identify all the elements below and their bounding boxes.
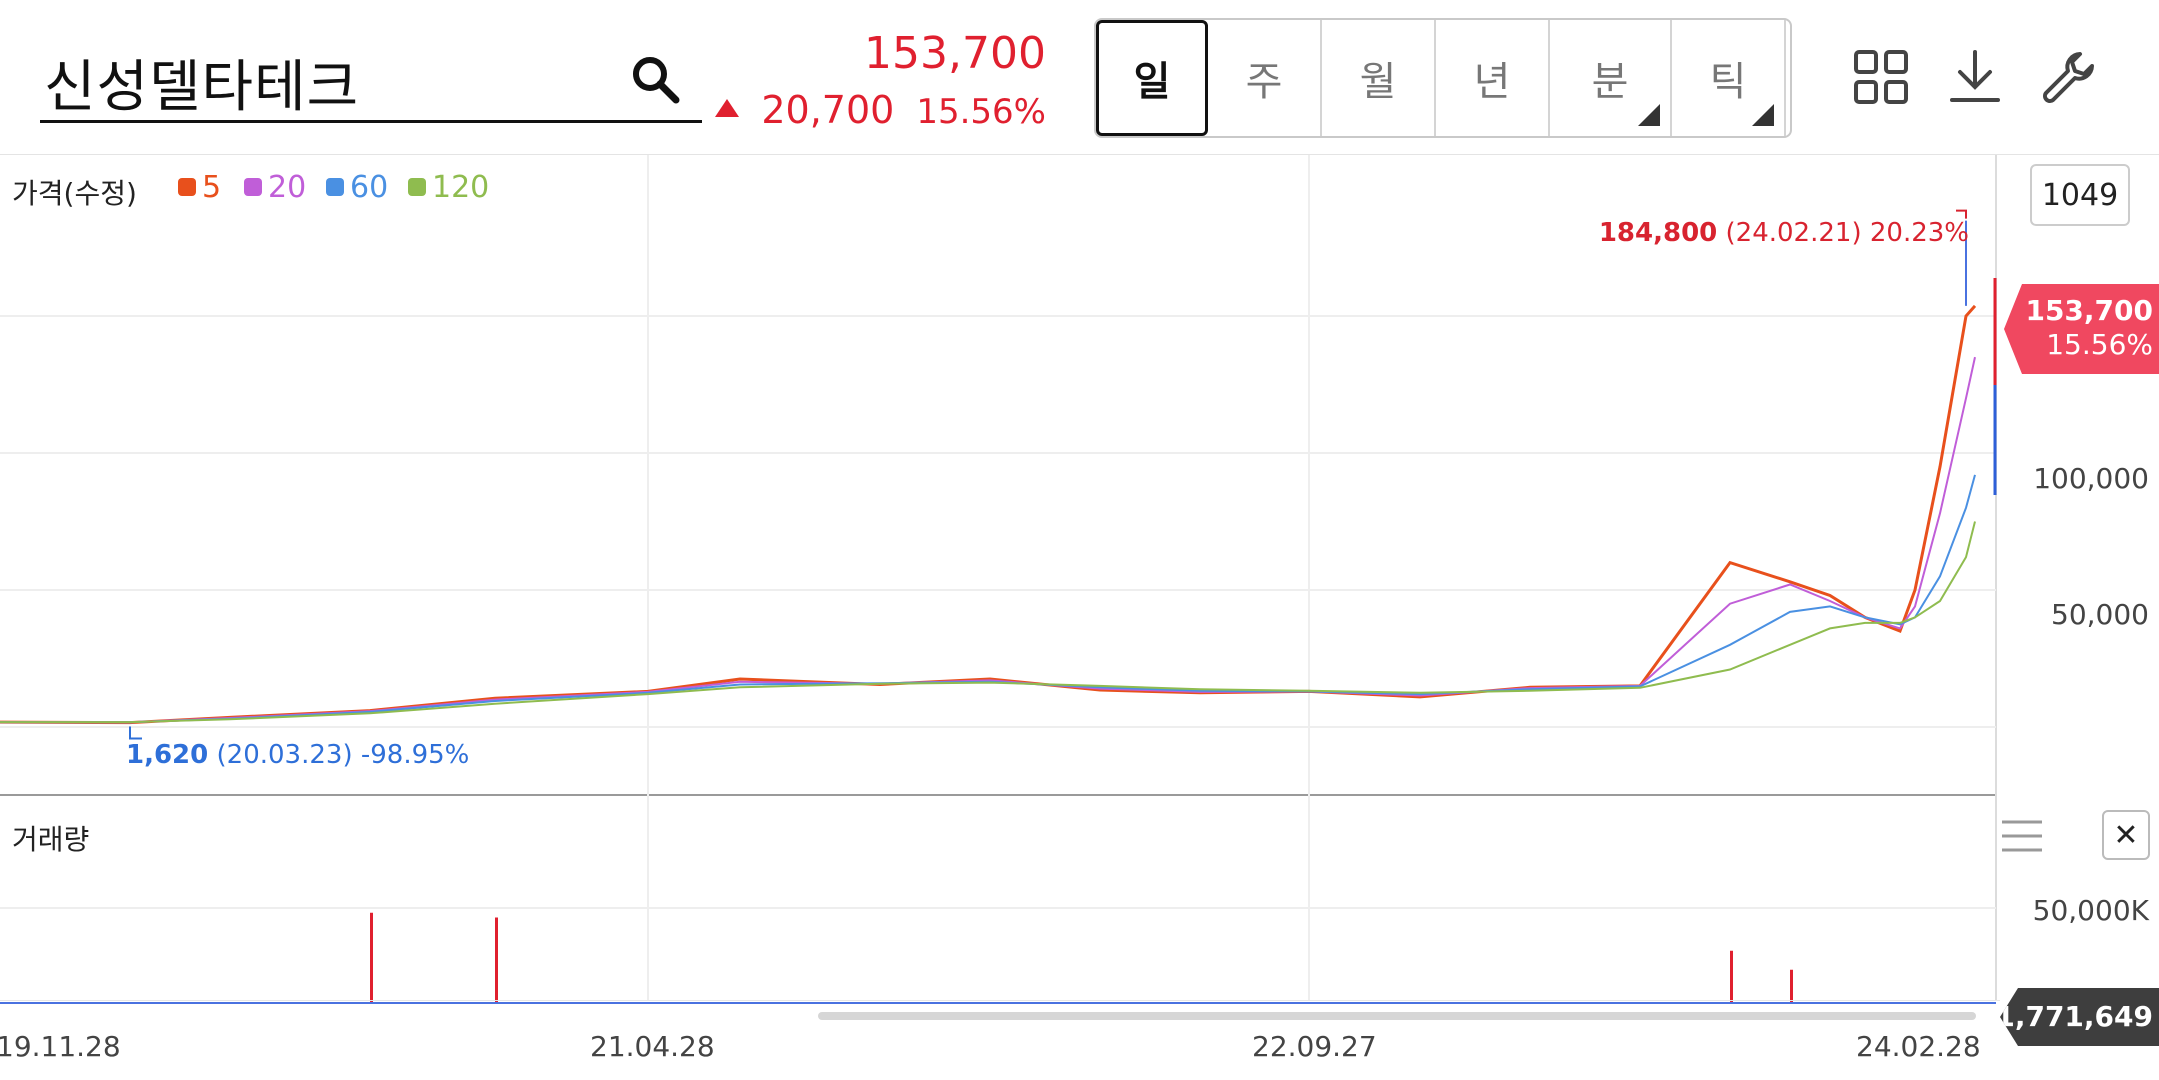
period-tab-label: 년 — [1473, 59, 1511, 105]
current-price: 153,700 — [864, 28, 1046, 79]
legend-color-swatch — [178, 178, 196, 196]
wrench-icon[interactable] — [2040, 48, 2098, 106]
legend-item-ma-5[interactable]: 5 — [178, 170, 221, 205]
submenu-corner-icon — [1752, 104, 1774, 126]
current-volume-tag: 1,771,649 — [2000, 988, 2159, 1046]
period-tab-0[interactable]: 일 — [1096, 20, 1208, 136]
up-arrow-icon — [715, 99, 740, 117]
stock-name[interactable]: 신성델타테크 — [44, 55, 360, 120]
legend-label: 120 — [432, 170, 490, 205]
volume-bar — [1730, 950, 1733, 1003]
price-axis-label: 50,000 — [2051, 598, 2149, 631]
legend-label: 20 — [268, 170, 307, 205]
current-price-tag-pct: 15.56% — [2046, 328, 2153, 361]
chart-bottom-divider — [0, 1000, 2000, 1001]
hamburger-menu-icon[interactable] — [2000, 818, 2044, 854]
period-tab-label: 틱 — [1709, 59, 1747, 105]
high-annotation: 184,800 (24.02.21) 20.23% — [1599, 218, 1969, 248]
candle-count-button[interactable]: 1049 — [2030, 164, 2130, 226]
legend-color-swatch — [244, 178, 262, 196]
legend-item-ma-60[interactable]: 60 — [326, 170, 388, 205]
low-value: 1,620 — [126, 740, 209, 770]
chart-scrollbar[interactable] — [818, 1012, 1976, 1020]
low-pct: -98.95% — [360, 740, 470, 770]
ma-line-60 — [0, 474, 1976, 724]
search-icon[interactable] — [628, 52, 682, 106]
price-change: 20,700 15.56% — [715, 88, 1046, 132]
period-tab-1[interactable]: 주 — [1208, 20, 1322, 136]
high-marker-icon — [1956, 209, 1967, 219]
period-tab-label: 월 — [1359, 59, 1397, 105]
volume-axis-label: 50,000K — [2032, 894, 2149, 927]
download-icon[interactable] — [1946, 48, 2004, 106]
close-icon[interactable]: ✕ — [2102, 810, 2150, 860]
low-marker-icon — [129, 726, 142, 740]
x-axis-date-label: 24.02.28 — [1856, 1030, 1981, 1063]
current-price-tag: 153,700 15.56% — [2004, 284, 2159, 374]
ma-line-5 — [0, 304, 1977, 725]
x-axis-date-label: 19.11.28 — [0, 1030, 121, 1063]
ma-line-120 — [0, 521, 1976, 724]
period-tab-4[interactable]: 분 — [1550, 20, 1672, 136]
period-tab-3[interactable]: 년 — [1436, 20, 1550, 136]
high-pct: 20.23% — [1869, 218, 1969, 248]
period-tab-label: 일 — [1133, 59, 1171, 105]
volume-bar — [1790, 969, 1793, 1003]
low-annotation: 1,620 (20.03.23) -98.95% — [126, 740, 469, 770]
volume-bar — [495, 917, 498, 1003]
current-price-tag-value: 153,700 — [2025, 294, 2153, 327]
period-tab-5[interactable]: 틱 — [1672, 20, 1786, 136]
price-panel-title: 가격(수정) — [12, 177, 137, 210]
x-axis-date-label: 21.04.28 — [590, 1030, 715, 1063]
price-axis-label: 100,000 — [2033, 462, 2149, 495]
grid-layout-icon[interactable] — [1852, 48, 1910, 106]
current-volume-value: 1,771,649 — [1995, 1000, 2153, 1033]
legend-label: 5 — [202, 170, 222, 205]
legend-color-swatch — [326, 178, 344, 196]
header-divider — [0, 154, 2159, 155]
stock-name-underline — [40, 120, 702, 123]
low-date: (20.03.23) — [216, 740, 353, 770]
x-axis-date-label: 22.09.27 — [1252, 1030, 1377, 1063]
legend-item-ma-20[interactable]: 20 — [244, 170, 306, 205]
change-percent: 15.56% — [916, 92, 1046, 132]
volume-bar — [370, 912, 373, 1003]
period-tab-label: 주 — [1245, 59, 1283, 105]
legend-item-ma-120[interactable]: 120 — [408, 170, 489, 205]
high-date: (24.02.21) — [1725, 218, 1862, 248]
change-value: 20,700 — [761, 88, 895, 132]
submenu-corner-icon — [1638, 104, 1660, 126]
volume-panel-title: 거래량 — [12, 823, 90, 856]
legend-color-swatch — [408, 178, 426, 196]
legend-label: 60 — [350, 170, 389, 205]
period-tab-2[interactable]: 월 — [1322, 20, 1436, 136]
period-tab-label: 분 — [1591, 59, 1629, 105]
high-value: 184,800 — [1598, 218, 1718, 248]
